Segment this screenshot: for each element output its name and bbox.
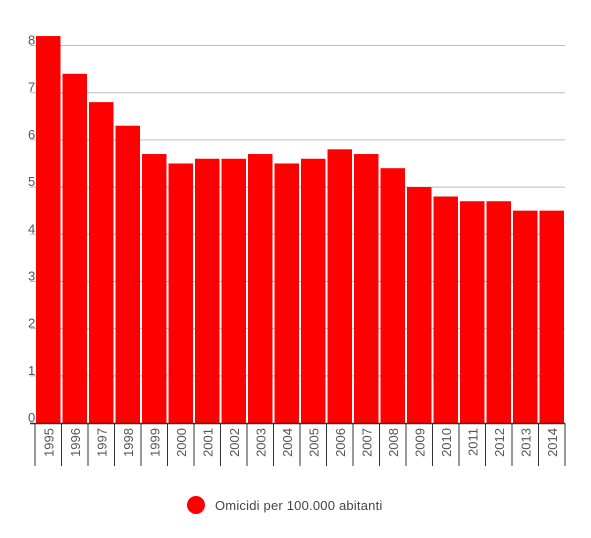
x-tick-label: 2000 xyxy=(174,428,189,457)
x-tick-label: 2009 xyxy=(412,428,427,457)
bar xyxy=(195,158,220,423)
x-tick-label: 1998 xyxy=(121,428,136,457)
y-tick-labels: 0 1 2 3 4 5 6 7 8 xyxy=(28,33,35,426)
x-tick-label: 2014 xyxy=(545,428,560,457)
bar xyxy=(354,154,379,423)
x-tick-label: 1997 xyxy=(94,428,109,457)
bar xyxy=(36,36,61,423)
bar xyxy=(301,158,326,423)
bar xyxy=(380,168,405,423)
bars xyxy=(36,36,564,423)
axes xyxy=(30,422,566,466)
bar xyxy=(248,154,273,423)
x-tick-label: 1996 xyxy=(68,428,83,457)
bar xyxy=(89,102,114,423)
x-tick-label: 2012 xyxy=(492,428,507,457)
bar xyxy=(460,201,485,423)
legend-swatch xyxy=(187,496,205,514)
legend-label: Omicidi per 100.000 abitanti xyxy=(215,497,383,513)
bar xyxy=(407,187,432,423)
bar xyxy=(274,163,299,423)
x-tick-label: 1999 xyxy=(147,428,162,457)
y-tick-label: 6 xyxy=(28,127,35,142)
x-tick-label: 2007 xyxy=(359,428,374,457)
bar xyxy=(62,73,87,423)
x-tick-label: 2002 xyxy=(227,428,242,457)
bar xyxy=(142,154,167,423)
x-tick-label: 2011 xyxy=(465,428,480,456)
y-tick-label: 1 xyxy=(28,363,35,378)
bar xyxy=(221,158,246,423)
x-tick-label: 2004 xyxy=(280,428,295,457)
bar xyxy=(168,163,193,423)
x-tick-label: 2013 xyxy=(518,428,533,457)
x-tick-labels: 1995 1996 1997 1998 1999 2000 2001 2002 2003 2004… xyxy=(41,428,560,457)
y-tick-label: 7 xyxy=(28,80,35,95)
y-tick-label: 4 xyxy=(28,221,35,236)
x-tick-label: 2003 xyxy=(253,428,268,457)
legend: Omicidi per 100.000 abitanti xyxy=(187,495,382,515)
y-tick-label: 3 xyxy=(28,268,35,283)
y-tick-label: 2 xyxy=(28,316,35,331)
x-tick-label: 2010 xyxy=(439,428,454,457)
y-tick-label: 5 xyxy=(28,174,35,189)
x-tick-label: 2001 xyxy=(200,428,215,457)
bar xyxy=(539,210,564,423)
bar xyxy=(115,125,140,423)
y-tick-label: 0 xyxy=(28,410,35,425)
y-tick-label: 8 xyxy=(28,33,35,48)
x-tick-label: 2008 xyxy=(386,428,401,457)
x-tick-label: 2005 xyxy=(306,428,321,457)
bar xyxy=(513,210,538,423)
bar xyxy=(486,201,511,423)
bar xyxy=(327,149,352,423)
x-tick-label: 2006 xyxy=(333,428,348,457)
x-tick-label: 1995 xyxy=(41,428,56,457)
bar xyxy=(433,196,458,423)
